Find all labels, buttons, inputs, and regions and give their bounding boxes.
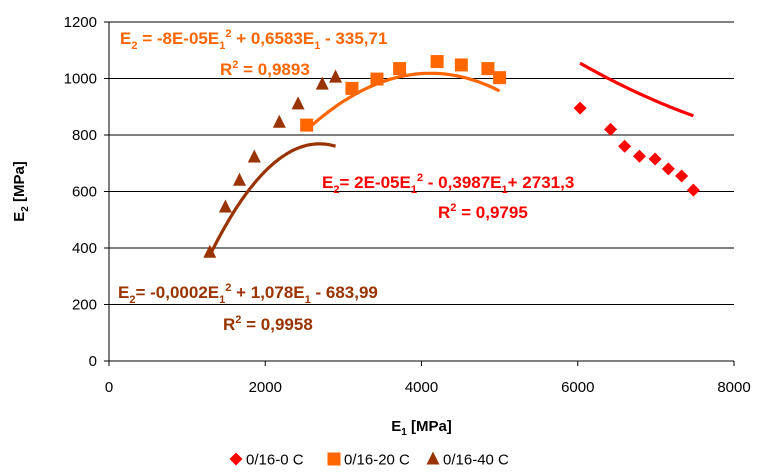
data-point [203, 244, 217, 258]
trendline [579, 61, 694, 118]
y-tick-label: 600 [72, 184, 97, 201]
data-point [604, 122, 618, 136]
legend-label: 0/16-40 C [443, 452, 509, 469]
data-point [232, 172, 246, 186]
r-squared-label: R2 = 0,9795 [438, 202, 528, 222]
data-point [661, 162, 675, 176]
x-tick-label: 0 [105, 379, 113, 396]
data-point [675, 169, 689, 183]
legend-marker [426, 451, 440, 465]
y-tick-label: 0 [89, 353, 97, 370]
trendline [208, 142, 336, 257]
x-axis-title: E1 [MPa] [391, 418, 452, 438]
data-point [291, 96, 305, 110]
data-point [481, 62, 495, 76]
data-point [493, 71, 507, 85]
legend-item-3: 0/16-40 C [426, 451, 509, 469]
data-point [454, 58, 468, 72]
x-tick-label: 4000 [405, 379, 438, 396]
x-tick-label: 2000 [249, 379, 282, 396]
legend-label: 0/16-20 C [344, 452, 410, 469]
y-axis-title: E2 [MPa] [11, 161, 31, 222]
legend-item-2: 0/16-20 C [327, 452, 410, 469]
data-point [329, 69, 343, 83]
legend-item-1: 0/16-0 C [229, 452, 304, 469]
data-point [393, 62, 407, 76]
x-tick-label: 6000 [561, 379, 594, 396]
legend: 0/16-0 C 0/16-20 C 0/16-40 C [229, 451, 509, 469]
y-tick-label: 400 [72, 240, 97, 257]
legend-label: 0/16-0 C [246, 452, 304, 469]
legend-marker [327, 452, 341, 466]
data-point [345, 81, 359, 95]
data-point [632, 149, 646, 163]
data-point [272, 114, 286, 128]
data-point [247, 149, 261, 163]
data-point [218, 199, 232, 213]
r-squared-label: R2 = 0,9893 [220, 59, 310, 79]
trendline-equation: E2= 2E-05E12 - 0,3987E1+ 2731,3 [322, 172, 574, 196]
trendline-equation: E2= -0,0002E12 + 1,078E1 - 683,99 [118, 282, 378, 306]
data-point [618, 139, 632, 153]
axes: 0 200 400 600 800 1000 1200 0 2000 4000 6000 8000 E1… [11, 14, 751, 438]
data-point [686, 183, 700, 197]
plot-series [203, 55, 700, 258]
y-tick-label: 1000 [64, 71, 97, 88]
series-3 [203, 69, 343, 258]
r-squared-label: R2 = 0,9958 [223, 314, 313, 334]
data-point [315, 76, 329, 90]
data-point [573, 101, 587, 115]
x-tick-label: 8000 [717, 379, 750, 396]
series-1 [573, 61, 700, 197]
trendline [305, 71, 501, 132]
gridlines [109, 21, 734, 305]
y-tick-label: 1200 [64, 14, 97, 31]
y-tick-label: 800 [72, 127, 97, 144]
annotations: E2= 2E-05E12 - 0,3987E1+ 2731,3 R2 = 0,97… [118, 28, 574, 334]
y-tick-label: 200 [72, 297, 97, 314]
data-point [370, 72, 384, 86]
series-2 [300, 55, 507, 132]
data-point [430, 55, 444, 69]
legend-marker [229, 452, 243, 466]
data-point [648, 152, 662, 166]
data-point [300, 118, 314, 132]
trendline-equation: E2 = -8E-05E12 + 0,6583E1 - 335,71 [120, 28, 387, 52]
